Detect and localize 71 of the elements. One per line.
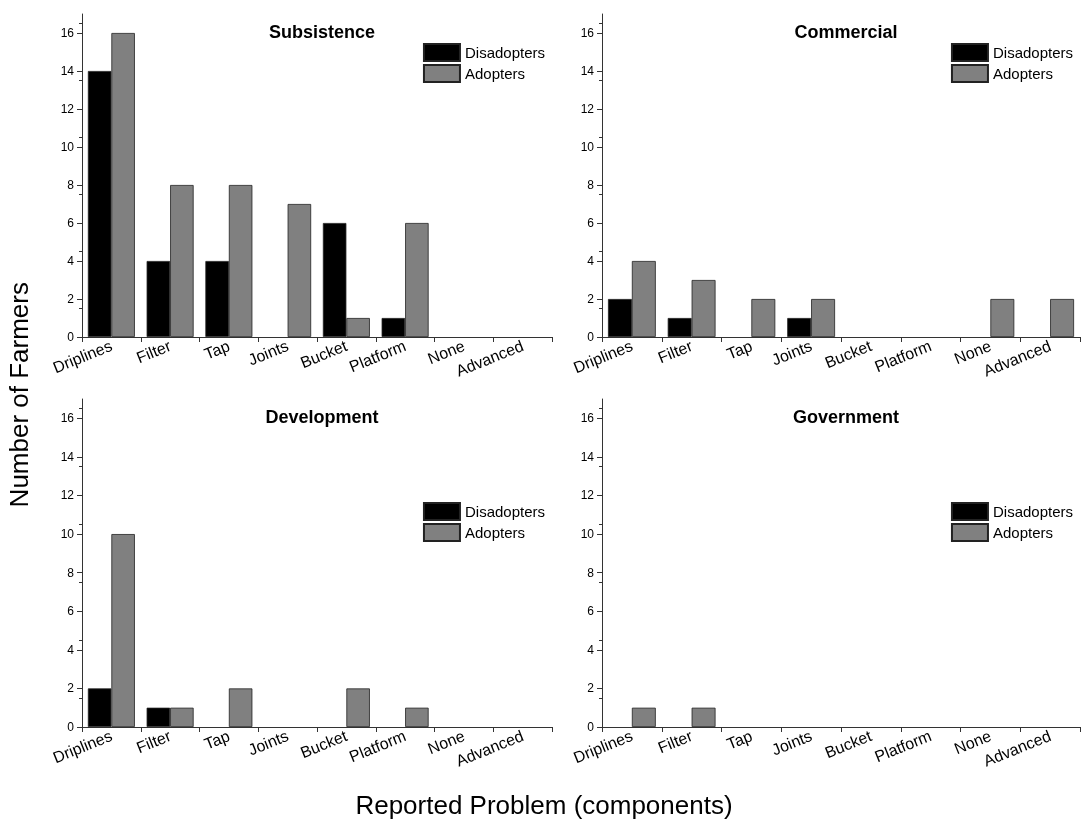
y-tick-label: 14 [580,64,595,78]
legend-label: Disadopters [464,44,546,61]
x-tick-label: Bucket [822,726,875,762]
y-tick-label: 16 [60,26,75,40]
x-tick-label: Bucket [822,336,875,372]
x-tick-label: Filter [655,726,696,757]
y-tick-label: 10 [580,140,595,154]
bar [287,204,312,337]
y-tick-label: 0 [587,720,595,734]
y-tick-label: 12 [580,488,595,503]
bar [405,707,429,727]
bar [751,299,776,337]
y-tick-label: 10 [60,527,75,542]
y-tick-label: 10 [60,140,75,154]
legend-label: Disadopters [992,503,1074,520]
bar [990,299,1015,337]
x-tick-label: Tap [724,337,755,363]
y-tick-label: 0 [67,720,75,734]
y-tick-label: 16 [60,411,75,426]
y-tick-label: 6 [587,604,595,619]
y-tick-label: 6 [67,216,75,230]
legend-label: Adopters [992,524,1054,541]
bar [228,688,253,727]
y-tick-label: 0 [587,330,595,344]
x-tick-label: Tap [201,337,233,363]
y-tick-label: 8 [587,565,595,580]
legend-label: Adopters [464,65,526,82]
x-tick-label: Filter [134,726,174,757]
y-tick-label: 4 [587,254,595,268]
y-tick-label: 14 [60,64,75,78]
y-tick-label: 10 [580,527,595,542]
x-tick-label: Tap [724,727,755,753]
chart-title: Commercial [794,22,898,42]
y-tick-label: 4 [67,642,75,657]
x-tick-label: Filter [134,336,174,367]
y-tick-label: 14 [60,449,75,464]
x-tick-label: Filter [655,336,696,367]
x-axis-title: Reported Problem (components) [355,790,733,820]
chart-title: Subsistence [268,22,376,42]
y-tick-label: 8 [67,178,75,192]
x-tick-label: Joints [245,727,291,759]
y-tick-label: 12 [580,102,595,116]
bar [1050,299,1075,337]
y-tick-label: 2 [587,681,595,696]
x-tick-label: Joints [245,337,291,369]
x-tick-label: Tap [201,727,233,753]
y-axis-title: Number of Farmers [4,282,35,508]
y-tick-label: 14 [580,449,595,464]
y-tick-label: 2 [67,292,75,306]
y-tick-label: 6 [587,216,595,230]
y-tick-label: 12 [60,488,75,503]
legend-label: Adopters [992,65,1054,82]
y-tick-label: 2 [587,292,595,306]
y-tick-label: 2 [67,681,75,696]
y-tick-label: 4 [67,254,75,268]
y-tick-label: 8 [67,565,75,580]
y-tick-label: 4 [587,642,595,657]
y-tick-label: 0 [67,330,75,344]
legend-label: Disadopters [992,44,1074,61]
x-tick-label: Joints [769,727,815,759]
y-tick-label: 16 [580,26,595,40]
y-tick-label: 6 [67,604,75,619]
chart-title: Government [792,407,900,427]
legend-label: Adopters [464,524,526,541]
x-tick-label: Joints [769,337,815,369]
y-tick-label: 8 [587,178,595,192]
legend-label: Disadopters [464,503,546,520]
y-tick-label: 16 [580,411,595,426]
bar [346,688,370,727]
y-tick-label: 12 [60,102,75,116]
chart-title: Development [265,407,379,427]
